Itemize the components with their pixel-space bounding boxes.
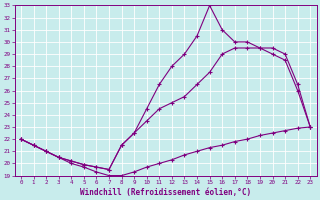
X-axis label: Windchill (Refroidissement éolien,°C): Windchill (Refroidissement éolien,°C) (80, 188, 251, 197)
